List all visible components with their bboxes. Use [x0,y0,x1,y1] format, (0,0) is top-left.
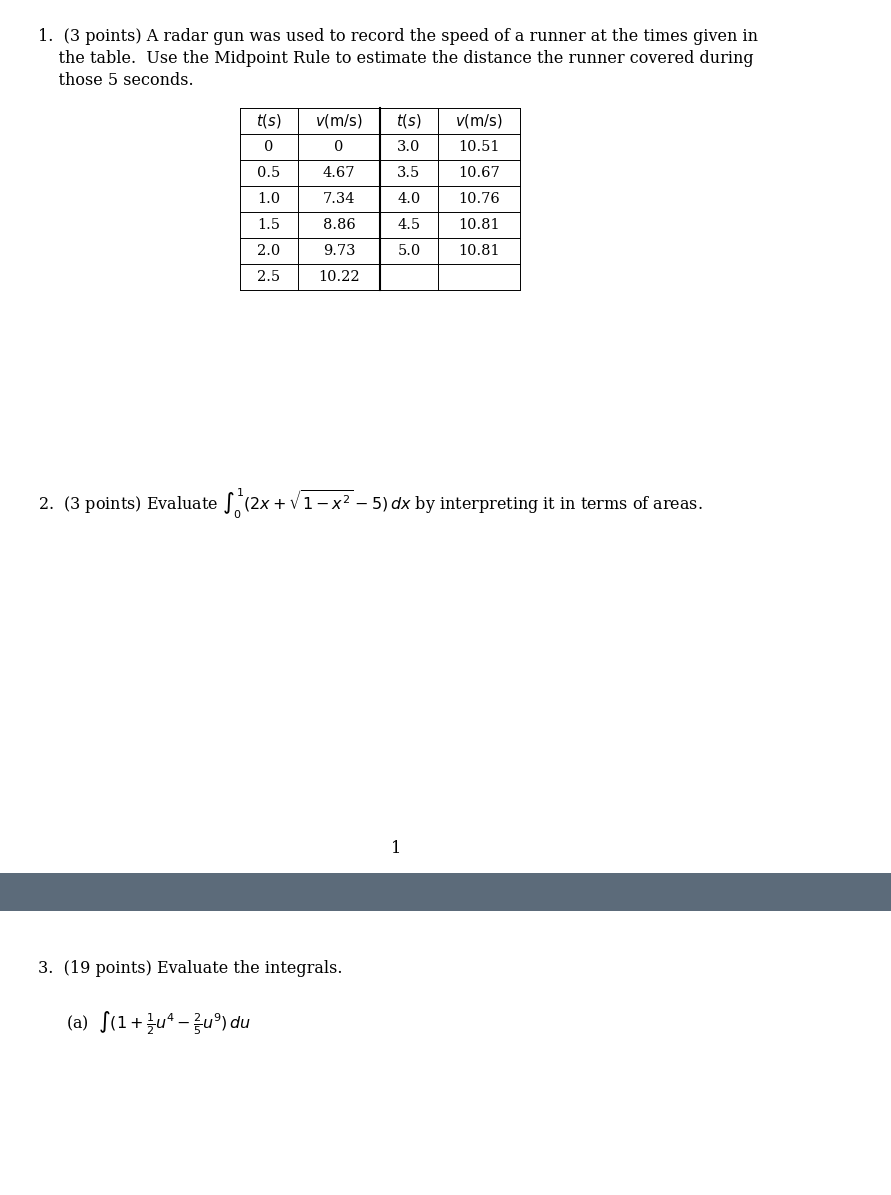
Bar [0,874,891,911]
Text: those 5 seconds.: those 5 seconds. [38,72,193,88]
Text: 0.5: 0.5 [257,166,281,180]
Text: (a)  $\int(1 + \frac{1}{2}u^4 - \frac{2}{5}u^9)\, du$: (a) $\int(1 + \frac{1}{2}u^4 - \frac{2}{… [66,1010,251,1037]
Text: 5.0: 5.0 [397,244,421,258]
Text: 1.5: 1.5 [257,217,281,232]
Text: 3.0: 3.0 [397,140,421,154]
Text: the table.  Use the Midpoint Rule to estimate the distance the runner covered du: the table. Use the Midpoint Rule to esti… [38,50,754,67]
Text: $v(\mathrm{m/s})$: $v(\mathrm{m/s})$ [315,112,363,130]
Text: 10.51: 10.51 [458,140,500,154]
Text: $t(s)$: $t(s)$ [257,112,282,130]
Text: $v(\mathrm{m/s})$: $v(\mathrm{m/s})$ [455,112,503,130]
Text: 9.73: 9.73 [323,244,356,258]
Text: 7.34: 7.34 [323,192,356,206]
Text: 4.5: 4.5 [397,217,421,232]
Text: 10.67: 10.67 [458,166,500,180]
Text: 10.76: 10.76 [458,192,500,206]
Text: 10.81: 10.81 [458,217,500,232]
Text: 3.  (19 points) Evaluate the integrals.: 3. (19 points) Evaluate the integrals. [38,960,342,978]
Text: 2.0: 2.0 [257,244,281,258]
Text: 1.  (3 points) A radar gun was used to record the speed of a runner at the times: 1. (3 points) A radar gun was used to re… [38,27,758,45]
Text: 2.  (3 points) Evaluate $\int_0^{1}(2x + \sqrt{1-x^2} - 5)\, dx$ by interpreting: 2. (3 points) Evaluate $\int_0^{1}(2x + … [38,488,703,521]
Text: 2.5: 2.5 [257,270,281,284]
Text: 4.67: 4.67 [323,166,356,180]
Text: 8.86: 8.86 [323,217,356,232]
Text: 10.81: 10.81 [458,244,500,258]
Text: 0: 0 [334,140,344,154]
Text: 0: 0 [265,140,274,154]
Text: $t(s)$: $t(s)$ [396,112,421,130]
Text: 10.22: 10.22 [318,270,360,284]
Text: 1: 1 [391,840,401,857]
Text: 3.5: 3.5 [397,166,421,180]
Text: 1.0: 1.0 [257,192,281,206]
Text: 4.0: 4.0 [397,192,421,206]
